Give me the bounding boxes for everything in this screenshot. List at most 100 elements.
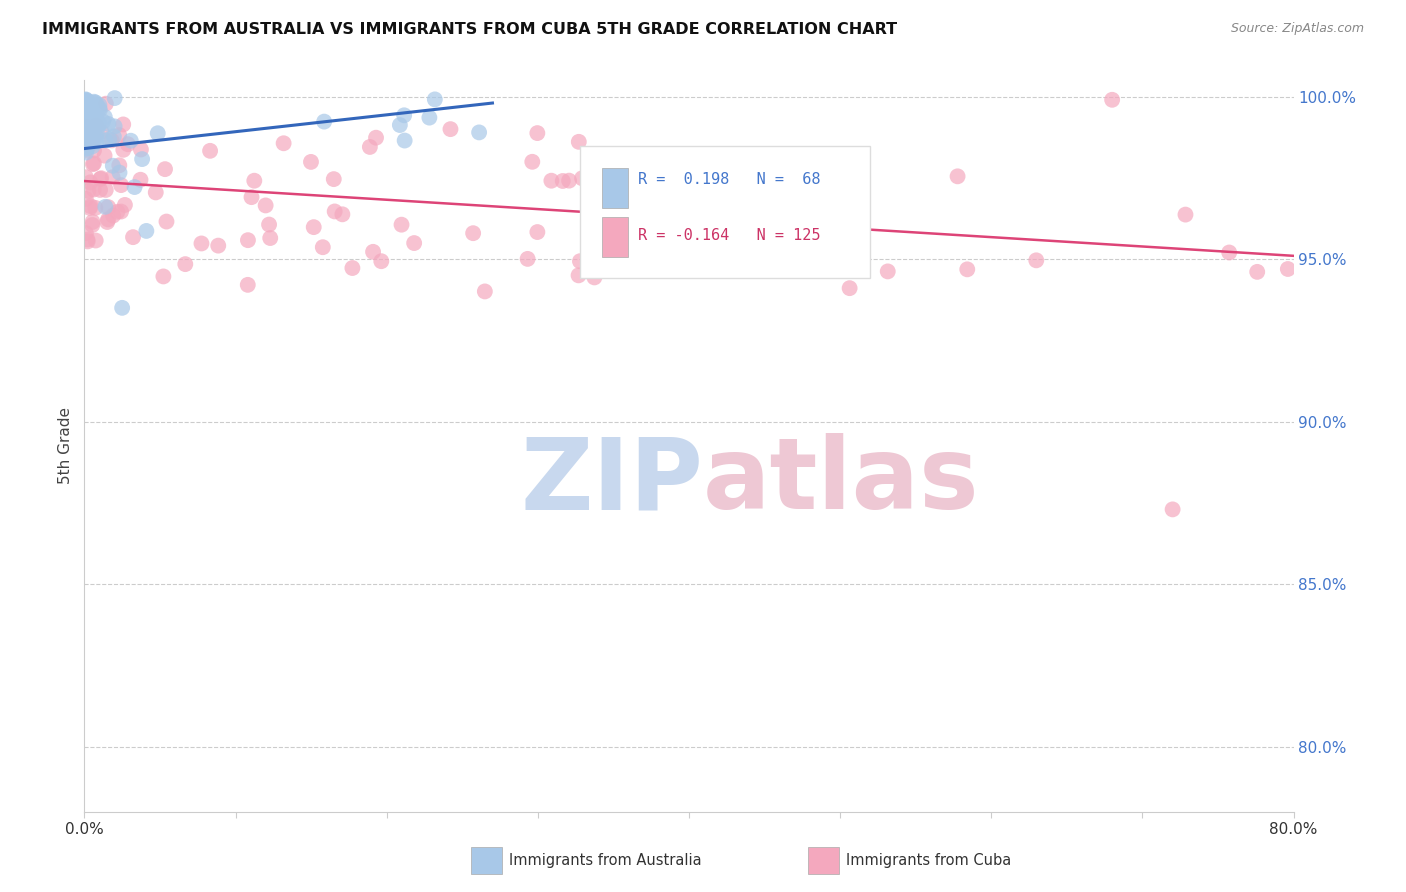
Point	[76, 235, 98, 249]
Point	[90, 171, 112, 186]
Point	[107, 204, 129, 219]
Point	[75, 226, 97, 240]
Point	[76, 138, 98, 153]
Point	[522, 154, 544, 169]
Point	[1277, 262, 1299, 277]
Point	[82, 218, 104, 232]
Point	[830, 191, 852, 205]
Point	[145, 186, 167, 200]
Text: Immigrants from Australia: Immigrants from Australia	[509, 854, 702, 868]
Point	[568, 254, 591, 268]
Point	[583, 270, 606, 285]
Point	[257, 218, 280, 232]
Point	[394, 134, 416, 148]
Text: R =  0.198   N =  68: R = 0.198 N = 68	[638, 171, 821, 186]
Point	[79, 128, 101, 143]
Point	[90, 125, 112, 139]
Point	[839, 195, 862, 210]
Point	[75, 144, 97, 158]
Point	[97, 117, 120, 131]
Point	[735, 220, 758, 235]
Point	[91, 114, 114, 128]
Point	[94, 96, 117, 111]
Point	[84, 201, 107, 215]
Point	[89, 183, 111, 197]
Point	[571, 171, 593, 186]
Point	[89, 101, 111, 115]
Point	[302, 220, 325, 235]
Point	[77, 106, 100, 120]
Point	[364, 130, 387, 145]
Point	[665, 147, 688, 161]
Point	[82, 135, 104, 149]
Point	[75, 94, 97, 108]
Point	[75, 106, 97, 120]
FancyBboxPatch shape	[602, 217, 628, 257]
Point	[76, 142, 98, 156]
Point	[94, 133, 117, 147]
Point	[152, 269, 174, 284]
Point	[84, 118, 107, 132]
Point	[75, 128, 97, 142]
Point	[84, 234, 107, 248]
Point	[75, 93, 97, 107]
Point	[619, 187, 641, 202]
Point	[77, 184, 100, 198]
Point	[474, 285, 496, 299]
Text: ZIP: ZIP	[520, 434, 703, 530]
Point	[619, 242, 641, 256]
Point	[94, 200, 117, 214]
Point	[342, 260, 364, 275]
Point	[568, 268, 591, 283]
Point	[946, 169, 969, 184]
Text: IMMIGRANTS FROM AUSTRALIA VS IMMIGRANTS FROM CUBA 5TH GRADE CORRELATION CHART: IMMIGRANTS FROM AUSTRALIA VS IMMIGRANTS …	[42, 22, 897, 37]
Point	[83, 108, 105, 122]
Point	[83, 102, 105, 116]
Point	[129, 143, 152, 157]
Point	[101, 170, 124, 185]
Point	[96, 215, 118, 229]
Point	[103, 129, 125, 144]
Point	[620, 192, 643, 206]
Point	[153, 162, 176, 177]
Point	[112, 143, 135, 157]
Point	[84, 119, 107, 133]
Point	[155, 214, 177, 228]
Point	[558, 174, 581, 188]
Point	[84, 95, 107, 110]
Point	[108, 128, 131, 142]
Point	[83, 144, 105, 158]
Point	[77, 129, 100, 144]
Point	[108, 165, 131, 179]
Point	[332, 207, 354, 221]
Point	[254, 198, 277, 212]
Point	[658, 205, 681, 219]
Point	[190, 236, 212, 251]
Point	[75, 115, 97, 129]
Point	[388, 118, 411, 132]
Point	[101, 209, 124, 223]
Point	[104, 91, 127, 105]
Point	[79, 103, 101, 117]
Point	[568, 135, 591, 149]
Point	[89, 172, 111, 186]
Point	[114, 198, 136, 212]
Point	[97, 200, 120, 214]
Point	[273, 136, 295, 151]
Point	[82, 157, 104, 171]
Point	[94, 183, 117, 197]
Point	[75, 103, 97, 117]
Text: Immigrants from Cuba: Immigrants from Cuba	[846, 854, 1012, 868]
Point	[111, 301, 134, 315]
Point	[790, 193, 813, 207]
Point	[79, 100, 101, 114]
Point	[312, 240, 335, 254]
Point	[110, 178, 132, 193]
Point	[790, 185, 813, 199]
Point	[79, 175, 101, 189]
Point	[76, 141, 98, 155]
Point	[404, 235, 426, 250]
Point	[551, 174, 574, 188]
Point	[391, 218, 413, 232]
Point	[83, 129, 105, 144]
